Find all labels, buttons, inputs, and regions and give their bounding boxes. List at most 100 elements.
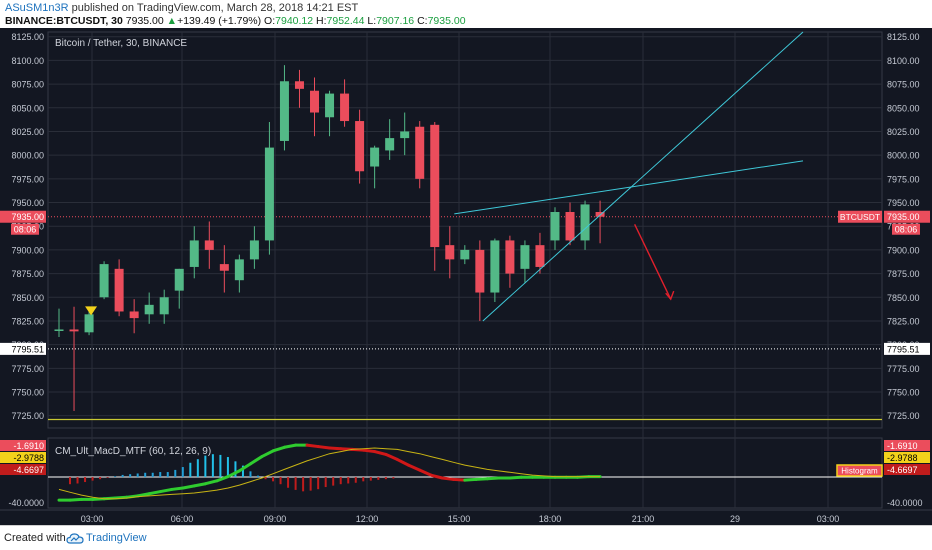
candle-body xyxy=(505,240,515,274)
macd-segment xyxy=(463,477,478,482)
histogram-bar xyxy=(114,476,117,478)
macd-segment xyxy=(158,487,174,494)
histogram-bar xyxy=(99,477,102,480)
ind-value-tag-right-bg xyxy=(884,464,930,475)
candle-body xyxy=(249,240,259,260)
countdown-left: 08:06 xyxy=(14,225,37,235)
tradingview-brand[interactable]: TradingView xyxy=(86,532,147,544)
histogram-bar xyxy=(121,474,124,478)
ind-value-tag-left-bg xyxy=(0,452,46,463)
macd-segment xyxy=(226,469,241,479)
candle-body xyxy=(520,245,530,269)
histogram-bar xyxy=(226,457,229,478)
high-label: H: xyxy=(316,15,327,27)
chart-canvas[interactable]: 8125.00 8125.00 8100.00 8100.00 8075.00 8075.… xyxy=(0,28,932,525)
histogram-bar xyxy=(144,472,147,478)
candle-body xyxy=(159,297,169,315)
candle-body xyxy=(400,131,410,139)
ind-value-tag-right-bg xyxy=(884,452,930,463)
candle-body xyxy=(219,264,229,271)
last-price-right-bg xyxy=(884,210,930,223)
last-price: 7935.00 xyxy=(125,15,164,27)
histogram-bar xyxy=(241,465,244,478)
candle-body xyxy=(310,90,320,113)
histogram-bar xyxy=(347,477,350,484)
candle-body xyxy=(550,212,560,241)
price-tick-left: 7850.00 xyxy=(11,293,44,303)
time-tick: 29 xyxy=(730,514,740,524)
trendline xyxy=(454,160,804,215)
histogram-bar xyxy=(84,477,87,483)
macd-segment xyxy=(429,473,444,480)
macd-segment xyxy=(361,448,377,454)
price-tick-left: 7975.00 xyxy=(11,174,44,184)
histogram-bar xyxy=(309,477,312,491)
macd-segment xyxy=(474,477,489,481)
chart-header: ASuSM1n3R published on TradingView.com, … xyxy=(0,0,932,28)
chart-title: Bitcoin / Tether, 30, BINANCE xyxy=(55,38,187,49)
ind-value-tag-right: -4.6697 xyxy=(887,465,918,475)
macd-segment xyxy=(282,443,298,449)
histogram-bar xyxy=(151,472,154,478)
price-tick-left: 8100.00 xyxy=(11,56,44,66)
change-value: +139.49 (+1.79%) xyxy=(177,15,262,27)
low-value: 7907.16 xyxy=(376,15,415,27)
publish-line: ASuSM1n3R published on TradingView.com, … xyxy=(5,2,358,14)
histogram-bar xyxy=(181,467,184,478)
macd-segment xyxy=(406,463,422,472)
histogram-bar xyxy=(69,477,71,485)
histogram-bar xyxy=(196,459,199,478)
candle-body xyxy=(475,249,485,293)
price-tick-right: 7900.00 xyxy=(887,245,920,255)
price-tick-left: 7750.00 xyxy=(11,388,44,398)
histogram-bar xyxy=(136,473,139,478)
level-tag-left: 7795.51 xyxy=(11,344,44,354)
chart-area[interactable]: 8125.00 8125.00 8100.00 8100.00 8075.00 8075.… xyxy=(0,28,932,525)
candle-body xyxy=(99,264,109,298)
countdown-right-bg xyxy=(892,223,920,235)
macd-segment xyxy=(204,479,219,486)
low-label: L: xyxy=(367,15,377,27)
macd-segment xyxy=(316,445,332,450)
candle-body xyxy=(340,93,350,122)
histogram-bar xyxy=(257,475,259,478)
created-with-text: Created with xyxy=(4,532,66,544)
close-label: C: xyxy=(417,15,428,27)
macd-segment xyxy=(508,475,523,480)
macd-segment xyxy=(373,450,388,456)
candle-body xyxy=(294,81,304,89)
price-tick-left: 7900.00 xyxy=(11,245,44,255)
candle-body xyxy=(174,268,184,291)
down-arrow-head xyxy=(665,290,675,301)
time-tick: 03:00 xyxy=(817,514,840,524)
candle-body xyxy=(415,126,425,179)
candle-body xyxy=(234,259,244,281)
histogram-bar xyxy=(91,477,94,481)
candle-body xyxy=(385,138,395,151)
candle-body xyxy=(69,329,79,332)
ind-value-tag-left: -1.6910 xyxy=(13,441,44,451)
macd-segment xyxy=(271,445,286,453)
countdown-left-bg xyxy=(11,223,39,235)
histogram-bar xyxy=(129,474,132,478)
candle-body xyxy=(114,268,124,312)
open-label: O: xyxy=(264,15,276,27)
price-tick-left: 7725.00 xyxy=(11,411,44,421)
histogram-bar xyxy=(204,455,207,478)
publish-text: published on TradingView.com, March 28, … xyxy=(71,2,359,14)
time-tick: 21:00 xyxy=(632,514,655,524)
candle-body xyxy=(189,240,199,267)
author-link[interactable]: ASuSM1n3R xyxy=(5,2,69,14)
macd-segment xyxy=(485,476,501,481)
candle-body xyxy=(565,212,575,241)
candle-body xyxy=(580,204,590,241)
histogram-bar xyxy=(302,477,305,492)
histogram-bar xyxy=(166,472,169,478)
price-tick-left: 8075.00 xyxy=(11,80,44,90)
histogram-bar xyxy=(159,472,162,478)
down-arrow-shaft xyxy=(634,224,672,300)
price-tick-right: 8075.00 xyxy=(887,80,920,90)
candle-body xyxy=(264,147,274,241)
histogram-bar xyxy=(332,477,335,486)
ind-value-tag-left-bg xyxy=(0,440,46,451)
